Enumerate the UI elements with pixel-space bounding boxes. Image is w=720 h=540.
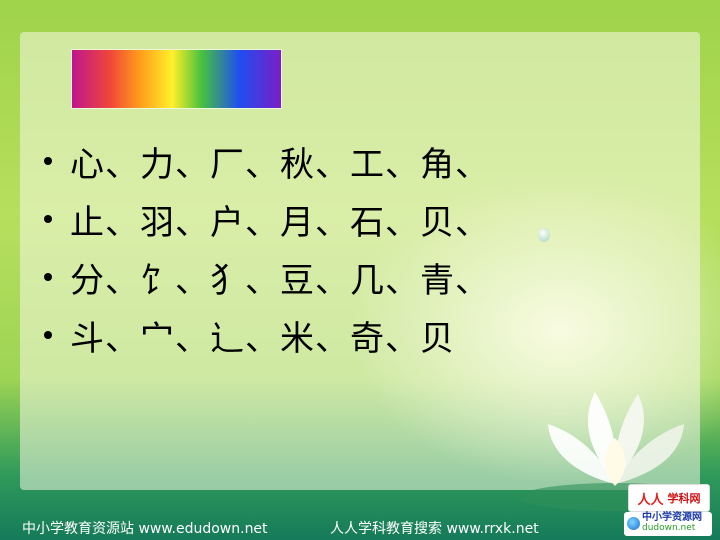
- bullet-icon: [44, 331, 52, 339]
- list-item-text: 分、饣、犭、豆、几、青、: [70, 260, 490, 301]
- footer-left-link[interactable]: 中小学教育资源站 www.edudown.net: [22, 521, 268, 537]
- xuekewang-text: 学科网: [667, 492, 701, 505]
- list-item: 分、饣、犭、豆、几、青、: [44, 248, 490, 306]
- list-item: 心、力、厂、秋、工、角、: [44, 132, 490, 190]
- xuekewang-badge[interactable]: 人人 学科网: [628, 484, 710, 512]
- footer: 中小学教育资源站 www.edudown.net 人人学科教育搜索 www.rr…: [0, 506, 720, 540]
- edudown-sub: dudown.net: [642, 523, 696, 533]
- bullet-icon: [44, 157, 52, 165]
- slide-panel: [20, 32, 700, 490]
- character-list: 心、力、厂、秋、工、角、 止、羽、户、月、石、贝、 分、饣、犭、豆、几、青、 斗…: [44, 132, 490, 364]
- list-item: 斗、宀、辶、米、奇、贝: [44, 306, 490, 364]
- water-drop: [538, 228, 550, 242]
- bullet-icon: [44, 273, 52, 281]
- list-item-text: 斗、宀、辶、米、奇、贝: [70, 318, 455, 359]
- list-item-text: 止、羽、户、月、石、贝、: [70, 202, 490, 243]
- list-item: 止、羽、户、月、石、贝、: [44, 190, 490, 248]
- edudown-badge[interactable]: 中小学资源网 dudown.net: [624, 512, 712, 536]
- xuekewang-mark: 人人: [637, 492, 664, 508]
- edudown-text: 中小学资源网: [642, 512, 702, 523]
- rainbow-banner: [72, 50, 281, 108]
- globe-icon: [627, 517, 640, 530]
- list-item-text: 心、力、厂、秋、工、角、: [70, 144, 490, 185]
- footer-right-link[interactable]: 人人学科教育搜索 www.rrxk.net: [330, 521, 539, 537]
- bullet-icon: [44, 215, 52, 223]
